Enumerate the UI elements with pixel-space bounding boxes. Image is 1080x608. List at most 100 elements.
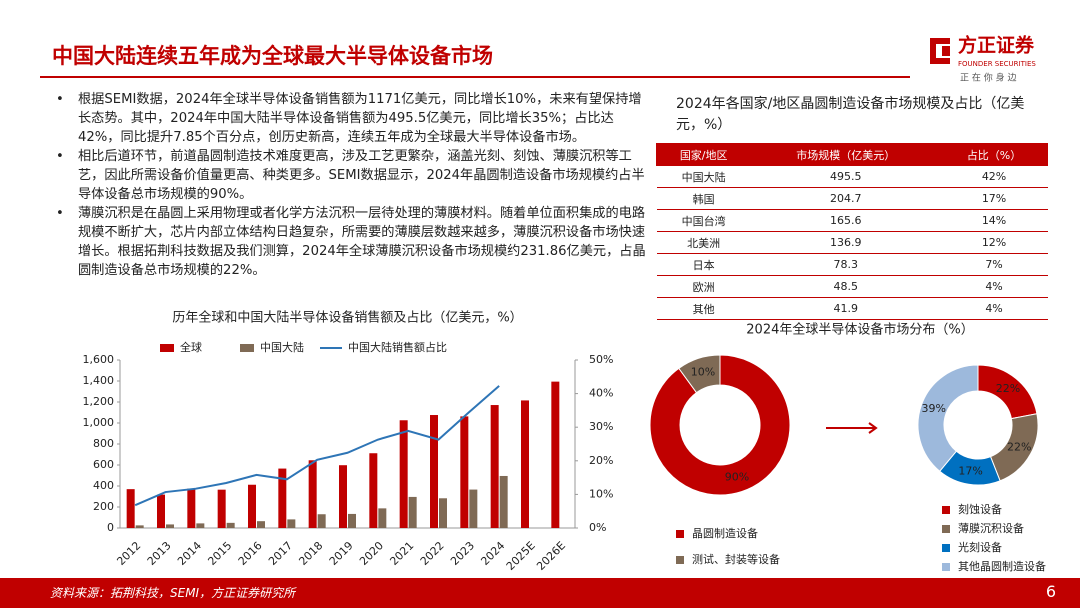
slice-label: 10% — [691, 366, 715, 379]
legend-swatch — [942, 506, 950, 514]
charts: 方正证券 FOUNDER SECURITIES 正 在 你 身 边 历年全球和中… — [83, 34, 1047, 574]
bar — [187, 488, 196, 528]
table-cell: 4% — [940, 297, 1048, 320]
legend-label: 中国大陆销售额占比 — [348, 340, 447, 354]
bar — [378, 508, 387, 528]
legend-swatch — [160, 344, 174, 352]
y2-tick-label: 30% — [589, 420, 613, 433]
bar — [217, 489, 226, 528]
table-row: 韩国 204.7 17% — [656, 187, 1048, 210]
series-line — [134, 385, 500, 507]
x-tick-label: 2026E — [534, 539, 568, 573]
table-cell: 其他 — [656, 297, 751, 320]
table-row: 其他 41.9 4% — [656, 297, 1048, 320]
table-header-cell: 国家/地区 — [655, 143, 752, 166]
legend-swatch — [676, 530, 684, 538]
x-tick-label: 2013 — [145, 539, 174, 568]
table-cell: 136.9 — [750, 231, 941, 254]
table-cell: 韩国 — [656, 187, 751, 210]
slice-label: 22% — [996, 382, 1020, 395]
table-cell: 495.5 — [750, 165, 941, 188]
bar — [126, 489, 135, 528]
table-cell: 17% — [940, 187, 1048, 210]
table-row: 日本 78.3 7% — [656, 253, 1048, 276]
x-tick-label: 2016 — [236, 539, 265, 568]
slice-label: 22% — [1007, 441, 1031, 454]
x-tick-label: 2025E — [504, 539, 538, 573]
table-header: 国家/地区 市场规模（亿美元） 占比（%） — [655, 143, 1048, 166]
bullets: 根据SEMI数据，2024年全球半导体设备销售额为1171亿美元，同比增长10%… — [52, 90, 652, 280]
legend-label: 全球 — [180, 340, 202, 354]
table-cell: 165.6 — [750, 209, 941, 232]
y-tick-label: 1,600 — [83, 353, 115, 366]
bar — [399, 420, 408, 528]
table-cell: 14% — [940, 209, 1048, 232]
bar — [278, 468, 287, 528]
bar — [317, 514, 326, 528]
bar — [287, 519, 296, 528]
bullet: 根据SEMI数据，2024年全球半导体设备销售额为1171亿美元，同比增长10%… — [52, 90, 652, 147]
y-tick-label: 200 — [93, 500, 114, 513]
logo-mark — [930, 38, 950, 64]
bar — [439, 498, 447, 528]
bar — [348, 513, 356, 528]
table-cell: 12% — [940, 231, 1048, 254]
y-tick-label: 1,200 — [83, 395, 115, 408]
bullet: 薄膜沉积是在晶圆上采用物理或者化学方法沉积一层待处理的薄膜材料。随着单位面积集成… — [52, 204, 652, 280]
x-tick-label: 2023 — [448, 539, 477, 568]
y2-tick-label: 10% — [589, 487, 613, 500]
bar — [308, 460, 317, 528]
table-row: 欧洲 48.5 4% — [656, 275, 1048, 298]
bullet: 相比后道环节，前道晶圆制造技术难度更高，涉及工艺更繁杂，涵盖光刻、刻蚀、薄膜沉积… — [52, 147, 652, 204]
bar — [135, 525, 144, 528]
x-tick-label: 2019 — [327, 539, 356, 568]
table-cell: 41.9 — [750, 297, 941, 320]
table-cell: 42% — [940, 165, 1048, 188]
table-row: 中国大陆 495.5 42% — [656, 165, 1048, 188]
bar — [226, 522, 235, 528]
y2-tick-label: 40% — [589, 387, 613, 400]
y2-tick-label: 0% — [589, 521, 606, 534]
legend-label: 晶圆制造设备 — [692, 526, 758, 540]
bar — [248, 484, 256, 528]
y-tick-label: 600 — [93, 458, 114, 471]
region-table: 国家/地区 市场规模（亿美元） 占比（%） 中国大陆 495.5 42% 韩国 204.7 17… — [655, 143, 1048, 320]
table-cell: 中国大陆 — [656, 165, 751, 188]
bar — [196, 523, 205, 528]
legend-label: 测试、封装等设备 — [692, 552, 780, 566]
legend-label: 薄膜沉积设备 — [958, 521, 1024, 535]
table-row: 中国台湾 165.6 14% — [656, 209, 1048, 232]
slice-label: 39% — [922, 402, 946, 415]
slice-label: 17% — [958, 464, 982, 477]
legend-swatch — [240, 344, 254, 352]
table-cell: 4% — [940, 275, 1048, 298]
y-tick-label: 800 — [93, 437, 114, 450]
legend-swatch — [676, 556, 684, 564]
x-tick-label: 2017 — [266, 539, 295, 568]
bar — [369, 453, 378, 528]
table-cell: 204.7 — [750, 187, 941, 210]
slogan: 正 在 你 身 边 — [960, 72, 1016, 84]
table-header-cell: 占比（%） — [940, 143, 1048, 166]
bar — [166, 524, 174, 528]
table-cell: 欧洲 — [656, 275, 751, 298]
table-row: 北美洲 136.9 12% — [656, 231, 1048, 254]
chart-title: 历年全球和中国大陆半导体设备销售额及占比（亿美元，%） — [172, 310, 522, 326]
x-tick-label: 2012 — [114, 539, 143, 568]
slide-title: 中国大陆连续五年成为全球最大半导体设备市场 — [52, 44, 493, 68]
x-tick-label: 2021 — [387, 539, 416, 568]
logo-text: 方正证券 — [958, 34, 1035, 57]
slice-label: 90% — [725, 470, 749, 483]
y-tick-label: 400 — [93, 479, 114, 492]
bar — [430, 415, 438, 528]
x-tick-label: 2015 — [205, 539, 234, 568]
y2-tick-label: 20% — [589, 454, 613, 467]
y-tick-label: 0 — [107, 521, 114, 534]
legend-label: 其他晶圆制造设备 — [958, 559, 1046, 573]
x-tick-label: 2018 — [296, 539, 325, 568]
bar — [469, 489, 478, 528]
arrow — [826, 422, 878, 434]
table-cell: 中国台湾 — [656, 209, 751, 232]
title-rule — [40, 76, 910, 78]
